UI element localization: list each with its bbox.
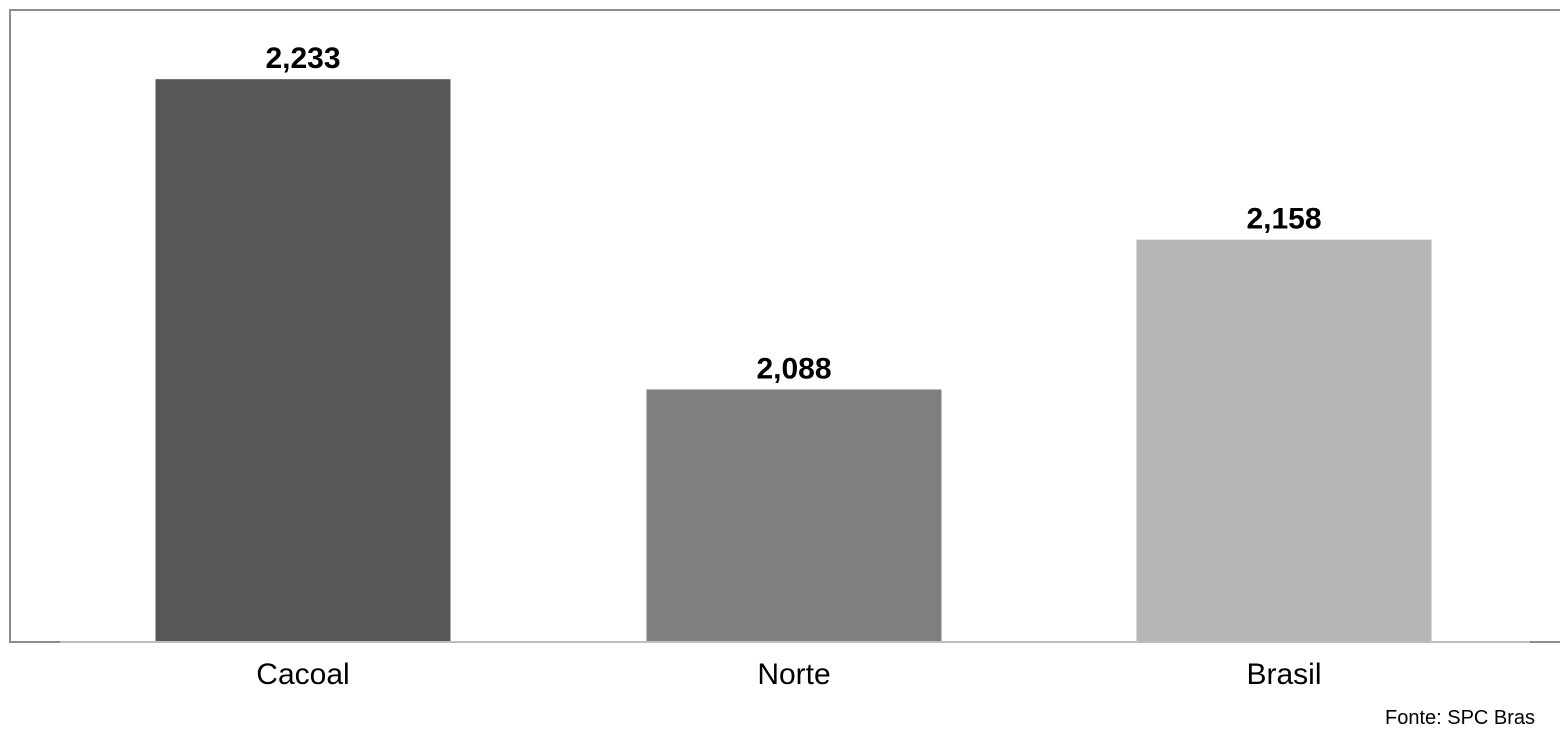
bar-norte bbox=[646, 389, 942, 642]
category-label-brasil: Brasil bbox=[1246, 658, 1321, 691]
category-labels-group: Cacoal Norte Brasil bbox=[256, 658, 1321, 691]
category-label-norte: Norte bbox=[757, 658, 830, 691]
bar-cacoal bbox=[155, 79, 451, 643]
value-label-norte: 2,088 bbox=[756, 352, 831, 385]
value-labels-group: 2,233 2,088 2,158 bbox=[265, 42, 1321, 385]
category-label-cacoal: Cacoal bbox=[256, 658, 349, 691]
bar-brasil bbox=[1136, 239, 1432, 642]
value-label-cacoal: 2,233 bbox=[265, 42, 340, 75]
bars-group bbox=[155, 79, 1432, 643]
source-note: Fonte: SPC Bras bbox=[1385, 707, 1535, 729]
value-label-brasil: 2,158 bbox=[1246, 203, 1321, 236]
